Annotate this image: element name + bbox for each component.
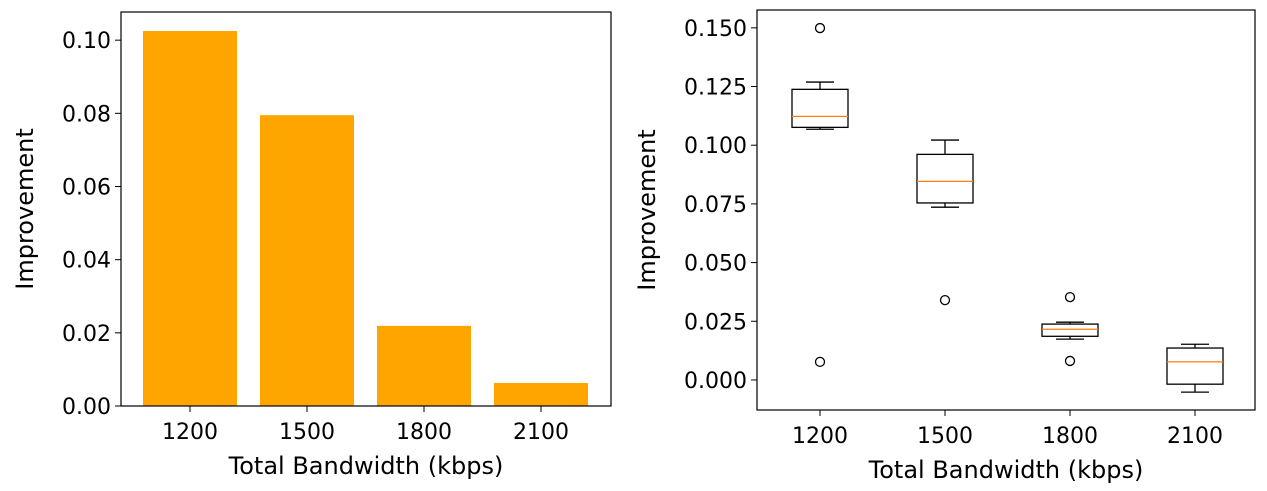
y-tick-label: 0.000: [684, 369, 747, 394]
outlier-point: [1064, 291, 1076, 303]
box-1800: [1041, 291, 1099, 367]
iqr-box: [916, 153, 974, 204]
y-tick-label: 0.00: [62, 395, 111, 420]
x-tick-label: 2100: [1167, 424, 1223, 449]
bar-1200: [143, 31, 237, 406]
y-tick-label: 0.125: [684, 76, 747, 101]
plot-frame: [120, 11, 612, 407]
y-tick-label: 0.04: [62, 249, 111, 274]
chart-box: 0.000 0.025 0.050 0.075 0.100 0.125 0.150 1200 1…: [633, 9, 1256, 484]
chart-bar: 0.00 0.02 0.04 0.06 0.08 0.10 1200 1500 1800 2100…: [11, 11, 612, 480]
y-tick-label: 0.08: [62, 102, 111, 127]
plot-frame: [756, 9, 1256, 411]
x-tick-label: 1200: [792, 424, 848, 449]
box-2100: [1166, 343, 1224, 393]
y-tick-label: 0.050: [684, 252, 747, 277]
iqr-box: [791, 88, 849, 129]
x-tick-label: 1500: [917, 424, 973, 449]
outlier-point: [1064, 355, 1076, 367]
x-tick-label: 1800: [1042, 424, 1098, 449]
bar-2100: [494, 382, 588, 406]
outlier-point: [939, 294, 951, 306]
y-tick-label: 0.150: [684, 17, 747, 42]
y-tick-label: 0.025: [684, 310, 747, 335]
outlier-point: [814, 22, 826, 34]
y-tick-label: 0.075: [684, 193, 747, 218]
x-axis-label: Total Bandwidth (kbps): [228, 452, 504, 480]
outlier-point: [814, 356, 826, 368]
iqr-box: [1041, 323, 1099, 337]
box-1500: [916, 139, 974, 306]
x-tick-label: 1800: [396, 420, 452, 445]
x-tick-label: 2100: [513, 420, 569, 445]
box-1200: [791, 22, 849, 368]
x-tick-label: 1200: [162, 420, 218, 445]
y-axis-label: Improvement: [633, 129, 661, 290]
iqr-box: [1166, 347, 1224, 385]
bar-1500: [260, 115, 354, 407]
y-tick-label: 0.100: [684, 134, 747, 159]
y-tick-label: 0.02: [62, 322, 111, 347]
bar-1800: [377, 325, 471, 406]
x-axis-label: Total Bandwidth (kbps): [868, 456, 1144, 484]
x-tick-label: 1500: [279, 420, 335, 445]
y-tick-label: 0.10: [62, 29, 111, 54]
y-tick-label: 0.06: [62, 176, 111, 201]
y-axis-label: Improvement: [11, 128, 39, 289]
